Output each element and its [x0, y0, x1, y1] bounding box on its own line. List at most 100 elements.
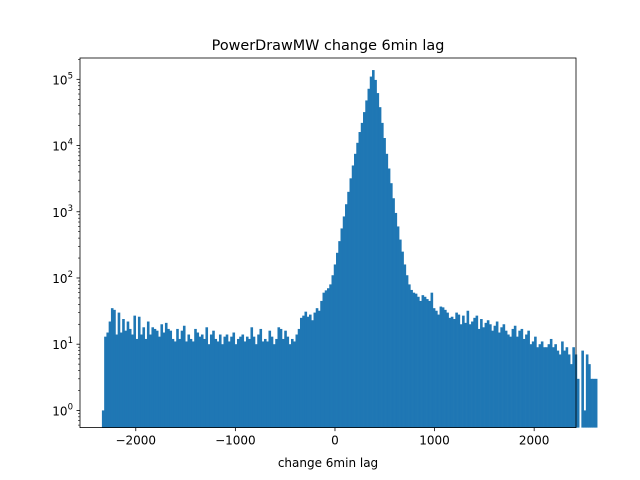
- y-tick-label: 105: [52, 71, 73, 87]
- histogram-bar: [565, 347, 569, 428]
- histogram-bar: [146, 321, 150, 428]
- histogram-bar: [522, 338, 526, 428]
- histogram-bar: [311, 320, 314, 428]
- histogram-bar: [583, 410, 587, 428]
- histogram-bar: [254, 344, 258, 428]
- histogram-bar: [495, 321, 499, 428]
- histogram-bar: [392, 198, 395, 428]
- histogram-bar: [529, 344, 533, 428]
- histogram-bar: [345, 204, 348, 428]
- histogram-bar: [160, 324, 164, 428]
- histogram-bar: [365, 100, 368, 428]
- histogram-bar: [272, 344, 276, 428]
- histogram-bar: [261, 341, 265, 428]
- histogram-bar: [286, 336, 290, 428]
- histogram-bar: [360, 122, 364, 428]
- histogram-bar: [126, 321, 130, 428]
- histogram-bar: [509, 336, 512, 428]
- histogram-bar: [401, 251, 404, 428]
- histogram-bar: [439, 306, 443, 428]
- histogram-bar: [385, 153, 389, 428]
- histogram-bar: [504, 330, 508, 428]
- histogram-bar: [137, 316, 141, 428]
- histogram-bar: [453, 319, 456, 428]
- histogram-bar: [405, 275, 409, 428]
- histogram-bar: [313, 312, 317, 428]
- histogram-bar: [243, 341, 247, 428]
- histogram-bar: [356, 142, 359, 428]
- histogram-bars: [101, 70, 598, 428]
- histogram-bar: [180, 330, 184, 428]
- histogram-bar: [342, 216, 346, 428]
- histogram-bar: [417, 296, 420, 428]
- histogram-bar: [561, 341, 564, 428]
- histogram-bar: [140, 334, 143, 428]
- histogram-bar: [230, 336, 233, 428]
- histogram-bar: [554, 344, 557, 428]
- histogram-bar: [412, 292, 416, 428]
- histogram-bar: [585, 354, 589, 428]
- histogram-bar: [309, 314, 312, 428]
- histogram-bar: [563, 350, 566, 428]
- histogram-bar: [304, 311, 308, 428]
- histogram-bar: [290, 338, 294, 428]
- histogram-bar: [500, 327, 503, 428]
- histogram-bar: [432, 308, 436, 428]
- histogram-bar: [556, 350, 560, 428]
- histogram-bar: [263, 338, 267, 428]
- histogram-bar: [297, 328, 301, 428]
- histogram-bar: [187, 334, 191, 428]
- histogram-bar: [279, 328, 283, 428]
- histogram-bar: [131, 334, 134, 428]
- histogram-bar: [295, 334, 299, 428]
- histogram-bar: [399, 239, 402, 428]
- histogram-bar: [493, 325, 497, 428]
- histogram-bar: [223, 336, 227, 428]
- histogram-bar: [547, 344, 551, 428]
- histogram-bar: [538, 344, 542, 428]
- histogram-bar: [471, 321, 474, 428]
- histogram-bar: [189, 338, 193, 428]
- histogram-bar: [135, 338, 139, 428]
- histogram-bar: [268, 330, 272, 428]
- histogram-bar: [340, 228, 344, 428]
- histogram-bar: [464, 322, 467, 428]
- histogram-bar: [347, 191, 350, 428]
- histogram-bar: [430, 292, 434, 428]
- histogram-bar: [338, 241, 341, 428]
- histogram-bar: [133, 315, 137, 428]
- histogram-bar: [459, 324, 463, 428]
- histogram-bar: [169, 330, 173, 428]
- histogram-bar: [281, 338, 285, 428]
- histogram-bar: [383, 138, 386, 428]
- histogram-bar: [266, 341, 269, 428]
- histogram-bar: [221, 344, 224, 428]
- histogram-bar: [212, 330, 215, 428]
- histogram-bar: [124, 330, 128, 428]
- histogram-bar: [234, 344, 238, 428]
- histogram-bar: [354, 153, 357, 428]
- histogram-bar: [315, 308, 319, 428]
- histogram-bar: [320, 300, 323, 428]
- histogram-bar: [119, 332, 123, 428]
- x-axis: −2000 −1000 0 1000 2000: [115, 427, 549, 448]
- histogram-bar: [216, 341, 220, 428]
- histogram-bar: [403, 264, 407, 428]
- histogram-bar: [513, 325, 517, 428]
- y-tick-label: 102: [52, 270, 73, 286]
- histogram-bar: [110, 308, 114, 428]
- histogram-bar: [178, 338, 182, 428]
- histogram-bar: [162, 332, 166, 428]
- histogram-bar: [489, 324, 492, 428]
- histogram-bar: [241, 334, 245, 428]
- histogram-bar: [151, 327, 155, 428]
- histogram-bar: [171, 338, 175, 428]
- histogram-bar: [227, 341, 231, 428]
- histogram-bar: [516, 336, 519, 428]
- histogram-bar: [545, 347, 548, 428]
- histogram-bar: [318, 310, 321, 428]
- histogram-bar: [592, 378, 596, 428]
- x-tick-label: −1000: [215, 434, 256, 448]
- histogram-bar: [570, 364, 573, 428]
